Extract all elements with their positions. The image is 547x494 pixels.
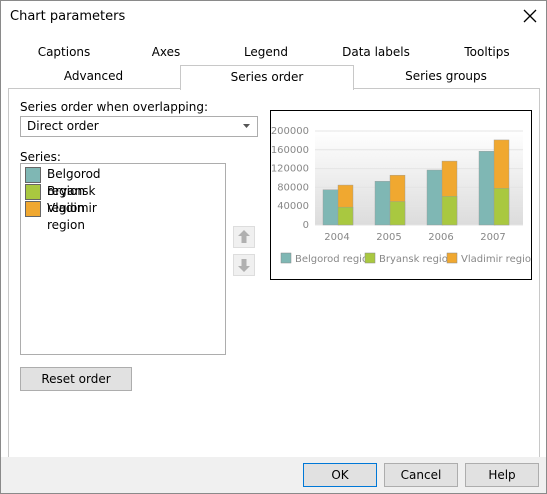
chart-preview: 0 40000 80000 120000 160000 200000 2004 2005 200… [270, 110, 532, 280]
bar [426, 169, 444, 226]
series-swatch [25, 167, 41, 183]
tab[interactable]: Series groups [405, 69, 487, 83]
y-tick-label: 160000 [271, 145, 309, 156]
tab[interactable]: Axes [151, 45, 181, 59]
series-swatch [25, 201, 41, 217]
cancel-button[interactable]: Cancel [384, 463, 458, 487]
tab[interactable]: Tooltips [464, 45, 510, 59]
x-tick-label: 2006 [428, 232, 453, 243]
move-up-button[interactable] [233, 226, 255, 248]
dropdown-arrow [243, 124, 250, 128]
label: Series: [20, 150, 61, 164]
ok-button[interactable]: OK [303, 463, 377, 487]
x-tick-label: 2004 [324, 232, 349, 243]
bar [374, 181, 392, 226]
legend-label: Vladimir region [461, 254, 532, 265]
legend-label: Belgorod region [295, 254, 374, 265]
bar [389, 201, 406, 226]
y-tick-label: 200000 [271, 126, 309, 137]
bar [322, 189, 340, 226]
tab[interactable]: Legend [243, 45, 289, 59]
y-tick-label: 80000 [277, 182, 309, 193]
y-tick-label: 40000 [277, 201, 309, 212]
bar [493, 188, 510, 226]
dropdown-value: Direct order [27, 119, 99, 133]
bar [441, 196, 458, 226]
series-name: Belgorod region [47, 167, 101, 198]
legend-swatch [280, 252, 292, 264]
series-name: Bryansk region [47, 184, 96, 215]
legend-swatch [446, 252, 458, 264]
series-list[interactable]: Belgorod region Bryansk region Vladimir re… [20, 163, 226, 355]
bar [337, 206, 354, 226]
tab[interactable]: Advanced [63, 69, 124, 83]
label: Series order when overlapping: [20, 100, 209, 114]
close-button[interactable] [523, 9, 537, 23]
help-button[interactable]: Help [465, 463, 539, 487]
series-name: Vladimir region [47, 201, 97, 232]
move-down-button[interactable] [233, 254, 255, 276]
tab[interactable]: Captions [37, 45, 91, 59]
tab-selected[interactable]: Series order [180, 65, 354, 90]
bar [478, 151, 496, 226]
legend-swatch [364, 252, 376, 264]
dropdown[interactable]: Direct order [20, 116, 258, 137]
series-swatch [25, 184, 41, 200]
x-tick-label: 2005 [376, 232, 401, 243]
y-tick-label: 120000 [271, 164, 309, 175]
tab[interactable]: Data labels [342, 45, 410, 59]
y-tick-label: 0 [303, 220, 309, 231]
legend-label: Bryansk region [379, 254, 454, 265]
x-tick-label: 2007 [480, 232, 505, 243]
window-title: Chart parameters [10, 9, 126, 24]
reset-button[interactable]: Reset order [20, 367, 132, 391]
